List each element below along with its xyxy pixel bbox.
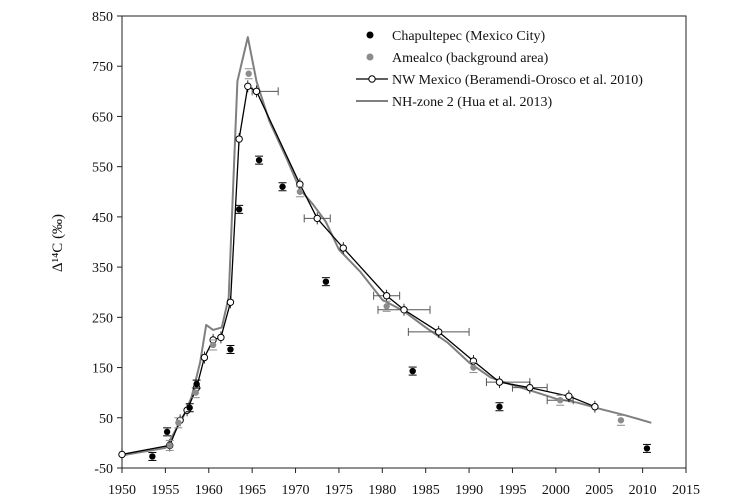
x-tick-label: 1980 [368,483,396,498]
x-tick-label: 2010 [629,483,657,498]
nw-mexico-point [400,306,408,314]
x-tick-label: 1965 [238,483,266,498]
amealco-point [556,397,564,404]
legend-label-chapultepec: Chapultepec (Mexico City) [392,29,546,44]
chapultepec-point [149,453,156,460]
x-tick-label: 2015 [672,483,700,498]
legend-entry-nw-mexico: NW Mexico (Beramendi-Orosco et al. 2010) [356,73,643,88]
chapultepec-point [227,346,234,353]
amealco-point [192,389,199,396]
x-tick-label: 1950 [108,483,136,498]
nw-mexico-point [382,292,391,300]
y-axis: -50 50 150 250 350 450 550 650 750 850 [92,10,122,477]
chapultepec-point [409,367,416,375]
y-tick-label: -50 [94,462,113,477]
y-tick-label: 350 [92,261,113,276]
amealco-point [209,341,217,349]
nw-mexico-point [313,214,321,223]
legend-entry-chapultepec: Chapultepec (Mexico City) [366,29,546,44]
amealco-point [166,442,173,449]
legend-marker-amealco [366,53,374,61]
x-tick-label: 2005 [585,483,613,498]
legend-marker-chapultepec [366,31,374,39]
x-tick-label: 1975 [325,483,353,498]
amealco-point [617,417,625,424]
error-bars [251,87,574,405]
plot-frame [121,15,687,469]
series-amealco [165,68,625,451]
nw-mexico-point [495,378,504,386]
x-tick-label: 1955 [151,483,179,498]
chapultepec-point [255,156,263,164]
nw-mexico-point [235,135,243,143]
amealco-point [470,364,477,371]
nw-mexico-point [339,244,347,252]
chapultepec-point [163,428,171,436]
y-tick-label: 250 [92,311,113,326]
legend-label-amealco: Amealco (background area) [392,51,549,66]
nw-mexico-point [526,383,534,392]
series-nh-zone-2 [121,36,652,457]
chapultepec-point [279,183,286,190]
amealco-point [175,419,182,426]
nw-mexico-point [469,357,478,365]
legend-marker-nw-mexico [368,75,376,83]
x-tick-label: 1995 [498,483,526,498]
chapultepec-point [643,445,651,452]
chapultepec-point [496,403,503,410]
nw-mexico-point [565,392,573,400]
nw-mexico-point [200,353,209,362]
series-chapultepec [148,155,651,461]
amealco-point [245,70,252,77]
amealco-point [383,303,390,310]
chapultepec-point [186,404,193,411]
legend-label-nw-mexico: NW Mexico (Beramendi-Orosco et al. 2010) [392,73,643,88]
x-axis: 1950 1955 1960 1965 1970 1975 1980 1985 1990 1995… [108,468,700,498]
chapultepec-point [322,278,330,285]
x-tick-label: 1970 [282,483,310,498]
legend-entry-nh-zone-2: NH-zone 2 (Hua et al. 2013) [356,95,553,110]
y-tick-label: 50 [99,412,113,427]
amealco-point [296,188,304,195]
y-tick-label: 550 [92,161,113,176]
chapultepec-point [193,380,200,388]
nw-mexico-point [435,328,443,336]
x-tick-label: 1990 [455,483,483,498]
y-tick-label: 150 [92,362,113,377]
x-tick-label: 1960 [195,483,223,498]
nw-mexico-point [217,333,225,342]
nw-mexico-point [244,82,252,91]
nw-mexico-point [226,298,235,306]
legend-entry-amealco: Amealco (background area) [366,51,549,66]
y-axis-label: Δ¹⁴C (‰) [50,214,66,272]
x-tick-label: 1985 [412,483,440,498]
y-tick-label: 450 [92,211,113,226]
y-tick-label: 750 [92,60,113,75]
nw-mexico-point [118,450,126,459]
y-tick-label: 850 [92,10,113,25]
nw-mexico-point [252,87,261,96]
y-tick-label: 650 [92,110,113,125]
x-tick-label: 2000 [542,483,570,498]
nh-zone-2-line [121,36,652,457]
nw-mexico-point [296,180,304,188]
chapultepec-point [235,206,243,213]
nw-mexico-point [591,403,599,411]
legend-label-nh-zone-2: NH-zone 2 (Hua et al. 2013) [392,95,553,110]
legend: Chapultepec (Mexico City) Amealco (backg… [356,29,643,110]
